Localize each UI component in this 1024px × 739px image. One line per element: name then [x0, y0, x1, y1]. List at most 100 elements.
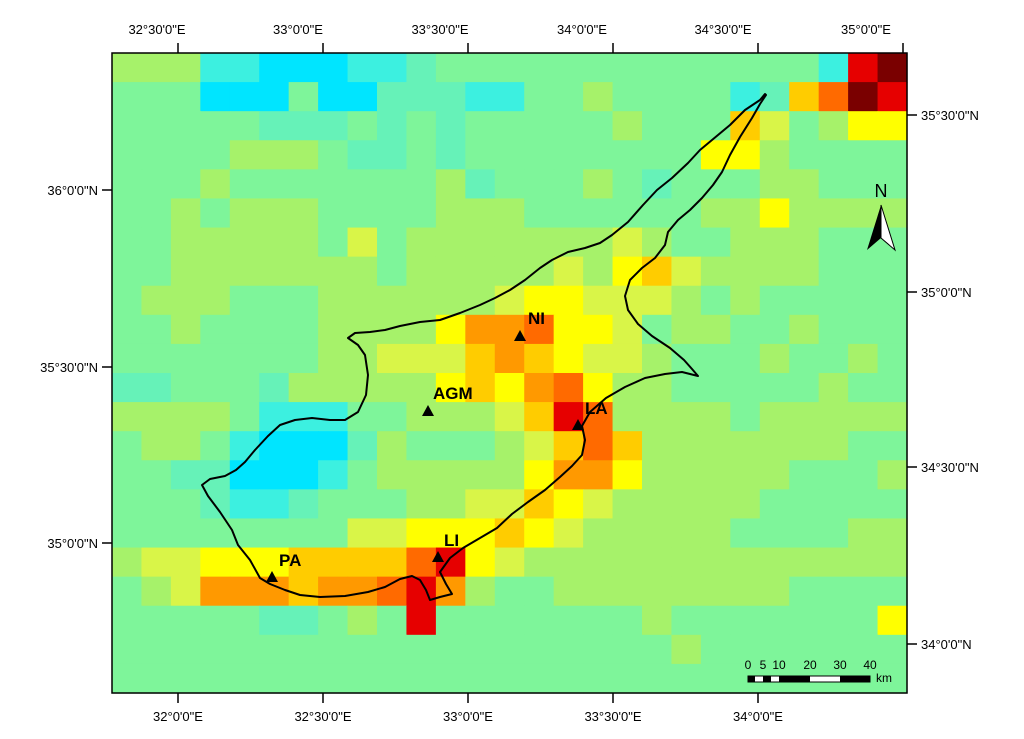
raster-cell	[671, 402, 702, 432]
raster-cell	[642, 431, 673, 461]
raster-cell	[730, 489, 761, 520]
raster-cell	[347, 663, 378, 694]
site-label: PA	[279, 551, 301, 570]
raster-cell	[435, 402, 466, 432]
raster-cell	[524, 140, 555, 170]
north-label: N	[875, 181, 888, 201]
raster-cell	[553, 198, 584, 229]
raster-cell	[700, 402, 731, 432]
raster-cell	[612, 169, 643, 200]
raster-cell	[435, 373, 466, 403]
raster-cell	[435, 343, 466, 374]
raster-cell	[377, 198, 408, 229]
raster-cell	[288, 489, 319, 520]
raster-cell	[141, 663, 172, 694]
raster-cell	[259, 518, 290, 549]
raster-cell	[818, 140, 849, 170]
raster-cell	[229, 53, 260, 83]
raster-cell	[141, 140, 172, 170]
raster-cell	[200, 140, 231, 170]
raster-cell	[877, 256, 908, 287]
site-label: LI	[444, 531, 459, 550]
raster-cell	[524, 634, 555, 665]
raster-cell	[377, 111, 408, 141]
raster-cell	[730, 634, 761, 665]
right-axis: 35°30'0"N 35°0'0"N 34°30'0"N 34°0'0"N	[907, 108, 979, 652]
left-tick-label: 36°0'0"N	[47, 183, 98, 198]
raster-cell	[229, 227, 260, 258]
raster-cell	[877, 489, 908, 520]
raster-cell	[524, 402, 555, 432]
raster-cell	[318, 518, 349, 549]
raster-cell	[112, 373, 143, 403]
raster-cell	[318, 111, 349, 141]
scale-tick-label: 30	[833, 658, 847, 672]
raster-cell	[377, 547, 408, 578]
raster-cell	[642, 343, 673, 374]
raster-cell	[759, 227, 790, 258]
raster-cell	[730, 343, 761, 374]
raster-cell	[848, 518, 879, 549]
raster-cell	[524, 169, 555, 200]
raster-cell	[877, 140, 908, 170]
raster-cell	[259, 82, 290, 112]
raster-cell	[200, 285, 231, 316]
raster-cell	[259, 460, 290, 490]
raster-cell	[524, 285, 555, 316]
raster-cell	[642, 518, 673, 549]
raster-cell	[848, 373, 879, 403]
raster-cell	[229, 576, 260, 607]
raster-cell	[524, 431, 555, 461]
raster-cell	[200, 373, 231, 403]
raster-cell	[435, 53, 466, 83]
raster-cell	[288, 576, 319, 607]
raster-cell	[170, 343, 201, 374]
raster-cell	[848, 82, 879, 112]
raster-cell	[700, 634, 731, 665]
raster-cell	[112, 402, 143, 432]
raster-cell	[818, 111, 849, 141]
raster-cell	[553, 634, 584, 665]
raster-cell	[288, 82, 319, 112]
raster-cell	[583, 140, 614, 170]
raster-cell	[494, 227, 525, 258]
raster-cell	[818, 169, 849, 200]
raster-cell	[612, 373, 643, 403]
raster-cell	[642, 169, 673, 200]
raster-cell	[465, 256, 496, 287]
raster-cell	[406, 140, 437, 170]
raster-cell	[141, 227, 172, 258]
raster-cell	[347, 489, 378, 520]
raster-cell	[818, 576, 849, 607]
island-outline	[201, 93, 767, 601]
raster-cell	[406, 256, 437, 287]
raster-cell	[583, 343, 614, 374]
raster-cell	[612, 227, 643, 258]
raster-cell	[730, 605, 761, 636]
raster-cell	[524, 53, 555, 83]
raster-cell	[318, 314, 349, 345]
raster-cell	[347, 547, 378, 578]
top-axis: 32°30'0"E 33°0'0"E 33°30'0"E 34°0'0"E 34…	[128, 22, 904, 53]
raster-cell	[612, 111, 643, 141]
raster-cell	[170, 489, 201, 520]
raster-cell	[435, 460, 466, 490]
raster-cell	[730, 402, 761, 432]
scale-unit: km	[876, 671, 892, 685]
raster-cell	[347, 140, 378, 170]
raster-cell	[553, 431, 584, 461]
raster-cell	[259, 663, 290, 694]
raster-cell	[583, 198, 614, 229]
north-arrow-icon	[867, 205, 881, 250]
raster-cell	[141, 256, 172, 287]
raster-cell	[318, 140, 349, 170]
raster-cell	[435, 489, 466, 520]
raster-cell	[524, 576, 555, 607]
raster-cell	[789, 343, 820, 374]
raster-cell	[848, 402, 879, 432]
raster-cell	[347, 605, 378, 636]
raster-cell	[759, 169, 790, 200]
raster-cell	[435, 140, 466, 170]
raster-cell	[259, 256, 290, 287]
raster-cell	[877, 605, 908, 636]
